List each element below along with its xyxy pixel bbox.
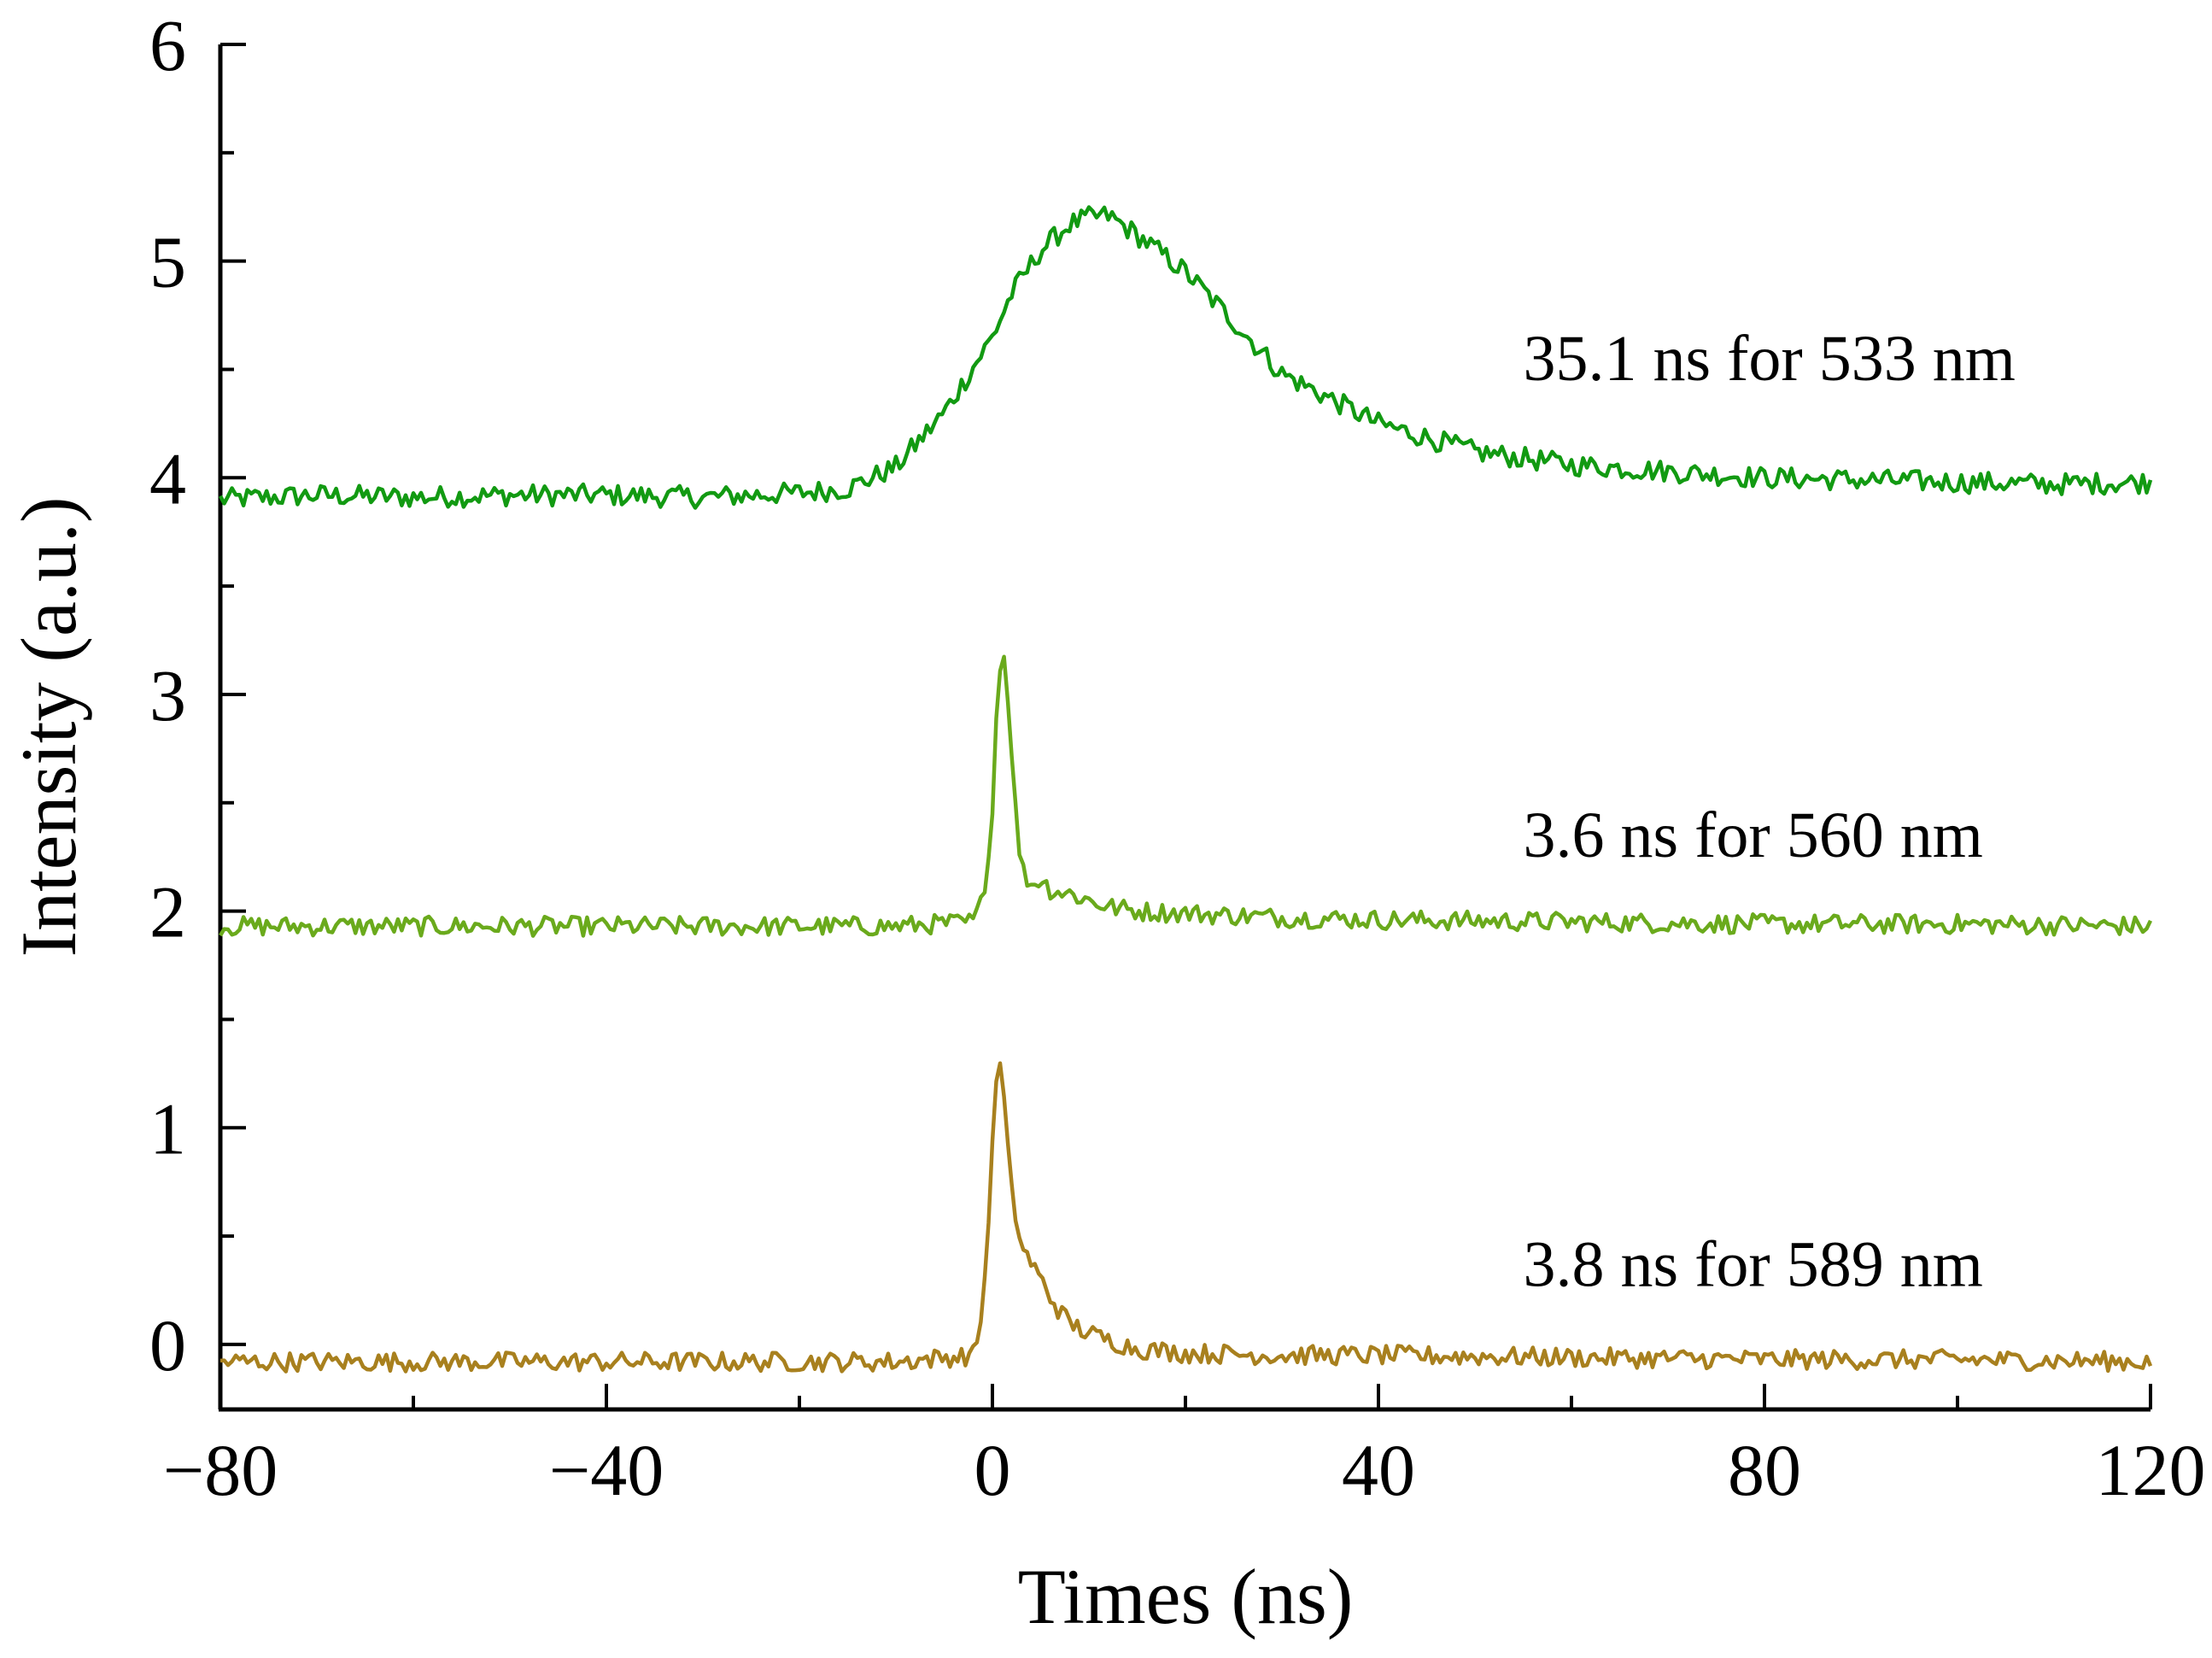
labels: Times (ns) Intensity (a.u.) bbox=[5, 496, 1353, 1640]
x-tick-label: 40 bbox=[1342, 1429, 1415, 1511]
series-line-560-nm bbox=[219, 654, 2153, 938]
x-tick-label: 120 bbox=[2096, 1429, 2206, 1511]
series-line-533-nm bbox=[219, 205, 2153, 510]
x-axis-label: Times (ns) bbox=[1018, 1553, 1354, 1640]
series-group: 35.1 ns for 533 nm 3.6 ns for 560 nm 3.8 n… bbox=[219, 205, 2153, 1374]
x-tick-label: 0 bbox=[974, 1429, 1011, 1511]
series-annotation-533-nm: 35.1 ns for 533 nm bbox=[1524, 323, 2016, 395]
series-annotation-589-nm: 3.8 ns for 589 nm bbox=[1524, 1228, 1983, 1300]
y-tick-label: 2 bbox=[149, 871, 186, 953]
y-tick-label: 1 bbox=[149, 1087, 186, 1169]
axes: −80 −40 0 40 80 120 0 1 2 3 4 5 6 bbox=[149, 4, 2206, 1511]
series-annotation-560-nm: 3.6 ns for 560 nm bbox=[1524, 800, 1983, 871]
y-tick-label: 5 bbox=[149, 221, 186, 303]
series-line-589-nm bbox=[219, 1061, 2153, 1374]
y-tick-label: 0 bbox=[149, 1304, 186, 1386]
x-tick-label: −40 bbox=[549, 1429, 664, 1511]
y-axis-label: Intensity (a.u.) bbox=[5, 496, 92, 957]
x-tick-label: −80 bbox=[163, 1429, 278, 1511]
x-tick-label: 80 bbox=[1728, 1429, 1801, 1511]
y-tick-label: 3 bbox=[149, 654, 186, 736]
y-tick-label: 4 bbox=[149, 437, 186, 519]
y-tick-label: 6 bbox=[149, 4, 186, 86]
